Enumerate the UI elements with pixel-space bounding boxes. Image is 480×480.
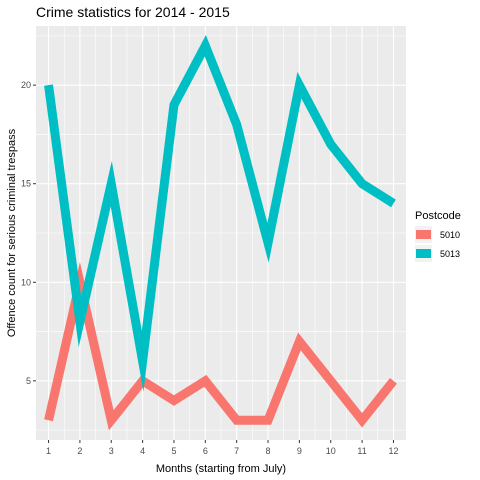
x-tick-label: 1 [46,446,51,456]
y-axis: 5 10 15 20 [21,80,36,386]
chart-title: Crime statistics for 2014 - 2015 [36,4,230,20]
x-tick-label: 4 [140,446,145,456]
series-line-5010 [44,261,397,431]
x-tick-label: 7 [234,446,239,456]
y-tick-label: 15 [21,179,31,189]
x-tick-label: 8 [266,446,271,456]
y-tick-label: 5 [26,376,31,386]
x-tick-label: 11 [357,446,366,456]
legend-label-5010: 5010 [440,230,460,240]
legend-label-5013: 5013 [440,249,460,259]
x-tick-label: 5 [171,446,176,456]
x-tick-label: 9 [297,446,302,456]
minor-grid [36,26,406,440]
legend-item-5010: 5010 [415,226,460,243]
x-tick-label: 12 [388,446,398,456]
x-tick-label: 2 [77,446,82,456]
x-tick-label: 6 [203,446,208,456]
legend-item-5013: 5013 [415,245,460,262]
series-line-5013 [44,34,396,392]
legend-title: Postcode [415,210,461,222]
y-tick-label: 20 [21,80,31,90]
legend-items: 5010 5013 [415,226,460,262]
y-tick-label: 10 [21,277,31,287]
x-tick-label: 10 [326,446,336,456]
series-lines [44,34,397,431]
x-tick-label: 3 [109,446,114,456]
legend: Postcode 5010 5013 [415,210,461,262]
x-axis: 1 2 3 4 5 6 7 8 9 10 11 12 [46,440,398,456]
x-axis-title: Months (starting from July) [156,463,286,475]
y-axis-title: Offence count for serious criminal tresp… [6,128,18,337]
